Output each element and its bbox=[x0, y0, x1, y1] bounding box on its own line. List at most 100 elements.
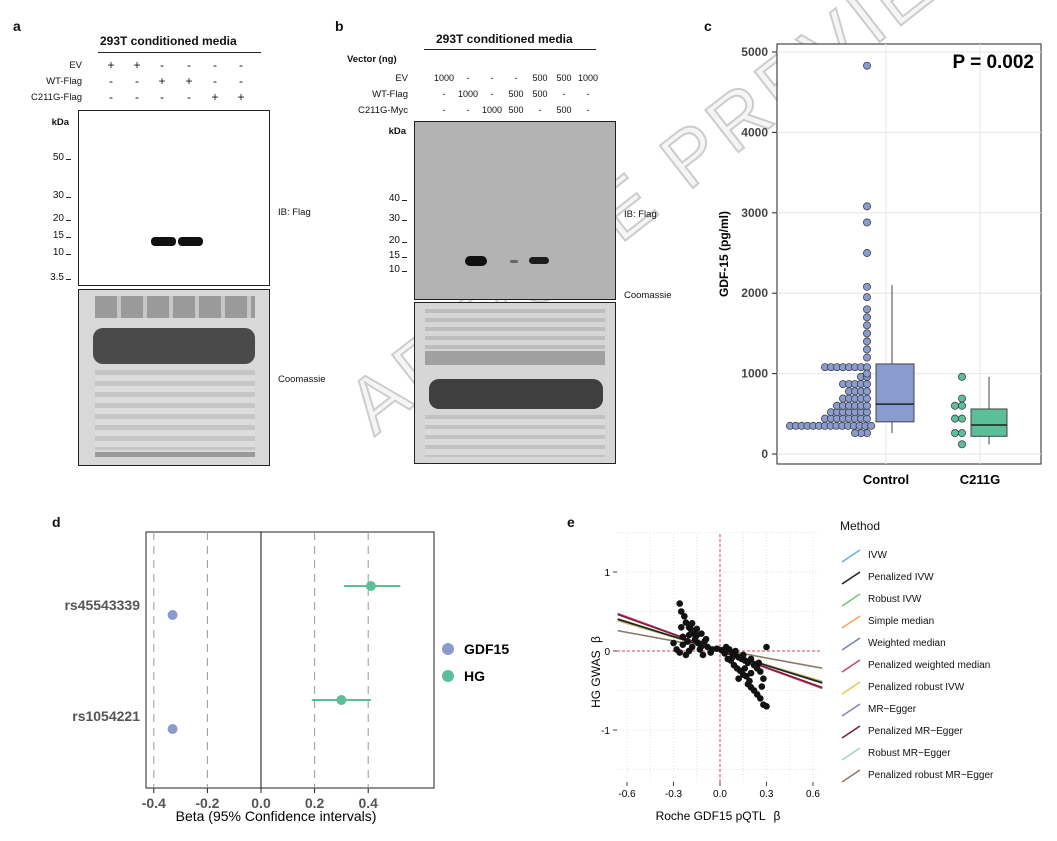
marker-tick bbox=[66, 254, 71, 255]
x-tick-label: -0.2 bbox=[195, 795, 219, 811]
lane-mark: + bbox=[107, 58, 115, 72]
panel-b-kda-header: kDa bbox=[388, 126, 406, 137]
legend-method-label: Penalized robust IVW bbox=[868, 682, 965, 693]
y-axis-beta: β bbox=[589, 636, 603, 643]
lane-row-label: C211G-Myc bbox=[358, 105, 408, 116]
snp-point bbox=[735, 675, 742, 682]
lane-mark: - bbox=[490, 73, 494, 83]
marker-label: 20 bbox=[52, 213, 64, 224]
lane-row-label: EV bbox=[69, 60, 82, 71]
legend-line-icon bbox=[841, 615, 861, 629]
panel-a-blot-label: IB: Flag bbox=[278, 207, 311, 218]
y-axis-label: HG GWAS β bbox=[589, 636, 603, 708]
panel-b-flag-blot bbox=[414, 121, 616, 300]
y-tick-label: 4000 bbox=[741, 125, 768, 139]
control-point bbox=[863, 249, 871, 257]
y-axis-label-text: HG GWAS bbox=[589, 650, 603, 708]
lane-mark: 500 bbox=[508, 105, 524, 115]
gel-band bbox=[95, 370, 255, 450]
lane-mark: - bbox=[109, 74, 113, 88]
snp-point bbox=[676, 649, 683, 656]
snp-point bbox=[747, 669, 755, 677]
legend-line-icon bbox=[841, 637, 861, 651]
lane-mark: - bbox=[562, 89, 566, 99]
control-point bbox=[851, 429, 859, 438]
box-c211g bbox=[970, 408, 1008, 437]
snp-point bbox=[679, 641, 687, 648]
snp-point bbox=[685, 647, 693, 655]
lane-mark: 1000 bbox=[434, 73, 455, 83]
c-points bbox=[786, 61, 1008, 449]
marker-tick bbox=[402, 257, 407, 258]
legend-method-label: MR−Egger bbox=[868, 704, 917, 715]
c211g-point bbox=[958, 429, 966, 438]
c211g-point bbox=[958, 401, 966, 410]
c-grid bbox=[777, 44, 1041, 464]
lane-mark: - bbox=[135, 90, 139, 104]
y-tick-label: 0 bbox=[761, 447, 768, 461]
y-tick-label: -1 bbox=[601, 726, 610, 737]
x-tick-label: -0.4 bbox=[142, 795, 166, 811]
snp-point bbox=[760, 675, 767, 682]
snp-point bbox=[755, 659, 763, 667]
panel-d-label: d bbox=[52, 514, 61, 530]
panel-e-label: e bbox=[567, 514, 575, 530]
legend-swatch bbox=[840, 702, 862, 718]
snp-point bbox=[684, 638, 691, 645]
legend-method-label: Robust MR−Egger bbox=[868, 748, 951, 759]
lane-mark: + bbox=[185, 74, 193, 88]
c211g-point bbox=[951, 401, 959, 410]
p-value: P = 0.002 bbox=[952, 52, 1034, 73]
lane-mark: 500 bbox=[532, 73, 548, 83]
legend-swatch bbox=[840, 636, 862, 652]
lane-row-label: C211G-Flag bbox=[30, 92, 82, 103]
method-legend-title: Method bbox=[840, 519, 881, 533]
lane-mark: 500 bbox=[556, 105, 572, 115]
c211g-point bbox=[958, 372, 966, 381]
lane-mark: - bbox=[187, 90, 191, 104]
x-tick-label: 0.0 bbox=[713, 789, 727, 800]
x-tick-label: 0.4 bbox=[358, 795, 378, 811]
legend-method-label: Penalized robust MR−Egger bbox=[868, 770, 994, 781]
snp-point bbox=[758, 683, 766, 690]
snp-point bbox=[685, 631, 693, 639]
legend-line-icon bbox=[841, 659, 861, 673]
panel-a-flag-blot bbox=[78, 110, 270, 286]
x-tick-label: 0.0 bbox=[251, 795, 271, 811]
panel-b-title: 293T conditioned media bbox=[436, 32, 573, 46]
lane-mark: 500 bbox=[556, 73, 572, 83]
x-group-c211g: C211G bbox=[960, 472, 1000, 487]
plot-area bbox=[617, 534, 820, 782]
legend-line-icon bbox=[841, 725, 861, 739]
snp-point bbox=[757, 695, 764, 702]
snp-point bbox=[713, 645, 721, 652]
lane-mark: - bbox=[239, 74, 243, 88]
control-point bbox=[863, 387, 871, 396]
c211g-point bbox=[958, 440, 966, 449]
panel-a-kda-header: kDa bbox=[51, 117, 69, 128]
snp-point bbox=[681, 612, 688, 620]
snp-point bbox=[682, 619, 690, 626]
lane-mark: + bbox=[237, 90, 245, 104]
panel-e-chart: -0.6 -0.3 0.0 0.3 0.6 1 0 -1 HG GWAS β Roche GD… bbox=[589, 532, 823, 823]
legend-swatch-gdf15 bbox=[442, 643, 454, 655]
y-tick-label: 0 bbox=[604, 647, 610, 658]
hg-point bbox=[336, 695, 347, 705]
control-point bbox=[863, 61, 871, 70]
marker-label: 3.5 bbox=[50, 272, 64, 283]
legend-line-icon bbox=[841, 593, 861, 607]
marker-label: 30 bbox=[52, 190, 64, 201]
lane-mark: + bbox=[158, 74, 166, 88]
band bbox=[178, 237, 203, 246]
lane-mark: 1000 bbox=[578, 73, 599, 83]
marker-label: 10 bbox=[52, 247, 64, 258]
legend-swatch bbox=[840, 658, 862, 674]
y-tick-label: 5000 bbox=[741, 45, 768, 59]
control-point bbox=[863, 394, 871, 403]
snp-point bbox=[729, 654, 736, 661]
x-group-control: Control bbox=[863, 472, 909, 487]
snp-point bbox=[677, 608, 685, 615]
marker-tick bbox=[66, 237, 71, 238]
gel-band bbox=[425, 415, 605, 457]
snp-point bbox=[687, 625, 694, 633]
